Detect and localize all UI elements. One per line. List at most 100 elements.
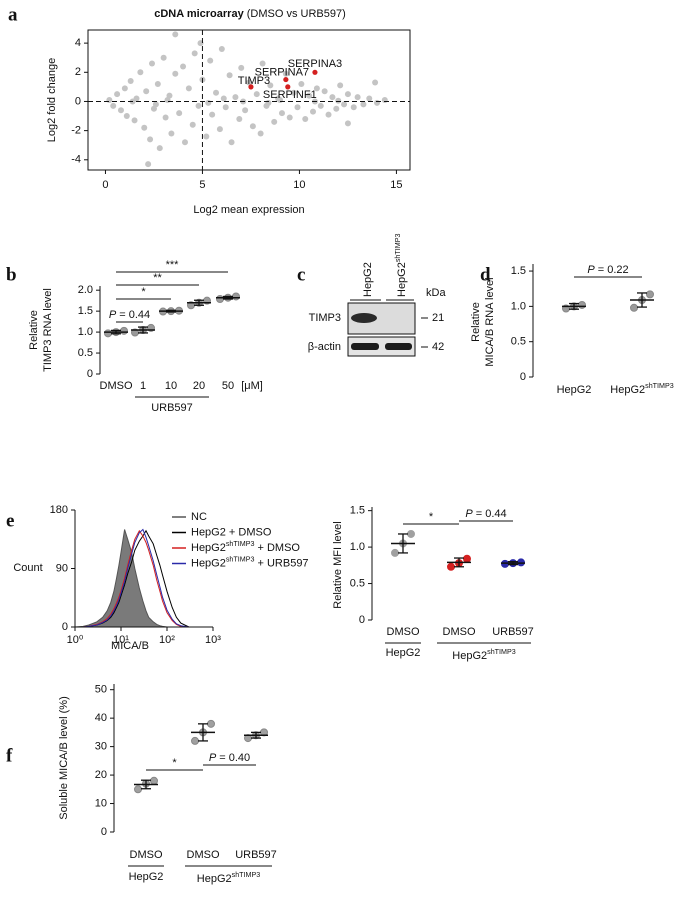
point xyxy=(172,31,179,38)
y-axis-label: TIMP3 RNA level xyxy=(42,288,54,372)
x-tick-label: DMSO xyxy=(187,849,220,861)
y-tick-label: 2.0 xyxy=(78,284,93,296)
lane-label: HepG2 xyxy=(362,262,374,297)
point xyxy=(213,89,220,96)
point xyxy=(391,548,399,557)
y-tick-label: 0.5 xyxy=(350,577,365,589)
x-tick-label: 10² xyxy=(159,634,175,646)
point xyxy=(168,130,175,137)
lane-label-part: shTIMP3 xyxy=(394,234,402,263)
point xyxy=(104,329,112,338)
comparison-label: * xyxy=(141,286,146,298)
point xyxy=(143,88,150,95)
point xyxy=(106,97,113,103)
comparison-label-part: = 0.44 xyxy=(116,309,150,321)
point xyxy=(123,113,130,120)
group-label: HepG2shTIMP3 xyxy=(197,871,260,885)
panel-letter: e xyxy=(6,510,14,531)
y-tick-label: 0.5 xyxy=(78,347,93,359)
point xyxy=(246,79,252,86)
point xyxy=(195,102,202,109)
y-tick-label: 1.5 xyxy=(350,505,365,517)
x-tick-label: 10¹ xyxy=(113,634,129,646)
x-tick-label: HepG2shTIMP3 xyxy=(610,382,673,396)
x-tick-label: 5 xyxy=(199,179,205,191)
y-tick-label: 90 xyxy=(56,562,68,574)
panel-letter: f xyxy=(6,745,13,766)
point xyxy=(220,95,227,102)
point xyxy=(302,115,309,122)
point xyxy=(463,554,471,563)
legend-label: HepG2shTIMP3 + DMSO xyxy=(191,540,300,554)
western-blot: c HepG2 HepG2shTIMP3 kDa TIMP3 β-actin 2… xyxy=(297,234,446,357)
y-tick-label: 0 xyxy=(87,368,93,380)
point xyxy=(372,79,379,86)
point xyxy=(145,161,152,168)
point xyxy=(154,80,161,87)
series-line xyxy=(75,528,189,628)
point xyxy=(150,776,158,785)
point xyxy=(110,102,117,109)
point xyxy=(253,91,260,98)
point xyxy=(191,736,199,745)
point xyxy=(294,104,301,111)
point xyxy=(181,139,188,146)
series-line xyxy=(74,529,189,628)
x-tick-label-part: HepG2 xyxy=(610,384,645,396)
point xyxy=(354,94,361,101)
point xyxy=(242,107,249,114)
chart-title: cDNA microarray (DMSO vs URB597) xyxy=(154,8,346,20)
legend-label: HepG2shTIMP3 + URB597 xyxy=(191,555,309,569)
legend-label-part: shTIMP3 xyxy=(226,540,255,548)
x-tick-label: URB597 xyxy=(235,849,277,861)
point xyxy=(265,99,272,106)
point xyxy=(337,82,344,89)
comparison-label-part: P xyxy=(209,752,217,764)
point xyxy=(298,80,305,87)
lane-label-part: HepG2 xyxy=(396,262,408,297)
y-tick-label: 0.5 xyxy=(511,336,526,348)
point xyxy=(131,117,138,124)
point xyxy=(176,110,183,117)
point xyxy=(321,88,328,95)
x-tick-label-part: shTIMP3 xyxy=(645,382,674,390)
y-axis-label: MICA/B RNA level xyxy=(484,277,496,366)
comparison-label: P = 0.44 xyxy=(109,309,150,321)
x-tick-label: 0 xyxy=(102,179,108,191)
x-axis-label: Log2 mean expression xyxy=(193,204,304,216)
blot-band xyxy=(351,313,377,323)
x-tick-label: 1 xyxy=(140,380,146,392)
point xyxy=(189,121,196,128)
group-label: HepG2 xyxy=(129,871,164,883)
legend-label: NC xyxy=(191,511,207,523)
y-tick-label: 50 xyxy=(95,684,107,696)
group-label: URB597 xyxy=(151,402,193,414)
highlight-point xyxy=(285,84,291,90)
comparison-label: * xyxy=(429,511,434,523)
point xyxy=(216,126,223,133)
panel-letter: b xyxy=(6,264,17,285)
group-label-part: HepG2 xyxy=(197,873,232,885)
point xyxy=(216,294,224,303)
y-tick-label: 4 xyxy=(75,37,81,49)
group-label-part: shTIMP3 xyxy=(487,648,516,656)
plot-frame xyxy=(87,29,411,171)
x-tick-label: HepG2 xyxy=(557,384,592,396)
x-tick-label: 20 xyxy=(193,380,205,392)
point xyxy=(164,97,171,103)
highlight-label: TIMP3 xyxy=(238,75,270,87)
x-tick-label: 50 xyxy=(222,380,234,392)
point xyxy=(180,63,187,70)
point xyxy=(147,136,154,143)
kda-label: kDa xyxy=(426,287,446,299)
point xyxy=(185,85,192,92)
point xyxy=(344,91,351,98)
y-tick-label: 1.0 xyxy=(511,300,526,312)
x-tick-label: 10 xyxy=(165,380,177,392)
y-tick-label: -4 xyxy=(71,154,81,166)
legend-label-part: + URB597 xyxy=(254,557,308,569)
point xyxy=(350,104,357,111)
group-label-part: HepG2 xyxy=(452,650,487,662)
highlight-label: SERPINA7 xyxy=(255,66,309,78)
